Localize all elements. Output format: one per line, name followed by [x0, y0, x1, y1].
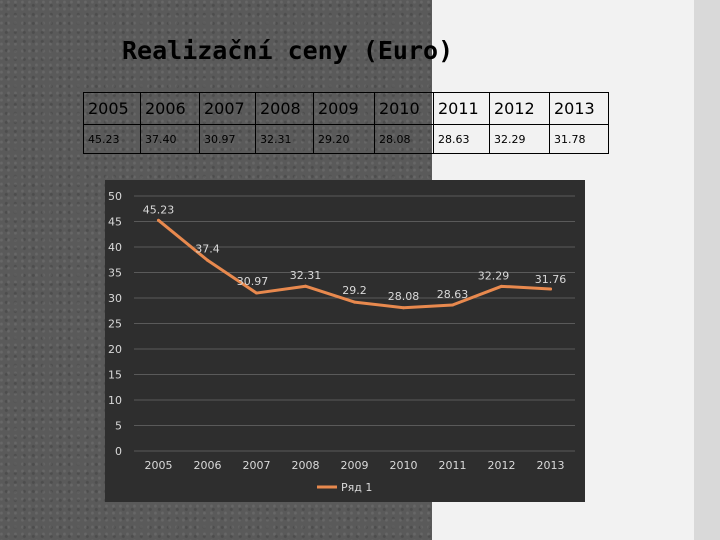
table-cell-price: 45.23	[83, 124, 141, 154]
chart-background	[105, 180, 585, 502]
data-point	[402, 306, 405, 310]
data-label: 31.76	[535, 273, 567, 286]
table-cell-price: 30.97	[199, 124, 256, 154]
y-tick-label: 35	[108, 267, 122, 280]
y-tick-label: 10	[108, 394, 122, 407]
y-tick-label: 5	[115, 420, 122, 433]
data-label: 28.08	[388, 290, 420, 303]
data-point	[255, 291, 258, 295]
y-tick-label: 0	[115, 445, 122, 458]
x-tick-label: 2006	[194, 459, 222, 472]
y-tick-label: 40	[108, 241, 122, 254]
data-point	[206, 258, 209, 262]
y-tick-label: 20	[108, 343, 122, 356]
data-point	[304, 284, 307, 288]
table-cell-year: 2007	[199, 92, 256, 125]
data-label: 32.31	[290, 269, 322, 282]
y-tick-label: 30	[108, 292, 122, 305]
table-row-prices: 45.23 37.40 30.97 32.31 29.20 28.08 28.6…	[83, 124, 609, 154]
data-label: 30.97	[237, 275, 269, 288]
background-edge-stripe	[694, 0, 720, 540]
x-tick-label: 2013	[537, 459, 565, 472]
y-tick-label: 50	[108, 190, 122, 203]
table-cell-year: 2012	[489, 92, 550, 125]
x-tick-label: 2008	[292, 459, 320, 472]
table-cell-year: 2011	[433, 92, 490, 125]
data-point	[500, 284, 503, 288]
table-cell-price: 29.20	[313, 124, 375, 154]
table-cell-year: 2009	[313, 92, 375, 125]
y-tick-label: 25	[108, 318, 122, 331]
table-cell-year: 2008	[255, 92, 314, 125]
x-tick-label: 2010	[390, 459, 418, 472]
data-point	[157, 218, 160, 222]
data-point	[549, 287, 552, 291]
x-tick-label: 2012	[488, 459, 516, 472]
data-label: 28.63	[437, 288, 469, 301]
table-cell-year: 2005	[83, 92, 141, 125]
table-cell-price: 37.40	[140, 124, 200, 154]
table-row-years: 2005 2006 2007 2008 2009 2010 2011 2012 …	[83, 92, 609, 125]
table-cell-price: 31.78	[549, 124, 609, 154]
table-cell-price: 28.08	[374, 124, 434, 154]
data-point	[353, 300, 356, 304]
x-tick-label: 2007	[243, 459, 271, 472]
table-cell-year: 2013	[549, 92, 609, 125]
data-point	[451, 303, 454, 307]
legend-label: Ряд 1	[341, 481, 372, 494]
data-label: 32.29	[478, 269, 510, 282]
table-cell-price: 28.63	[433, 124, 490, 154]
y-tick-label: 15	[108, 369, 122, 382]
data-label: 29.2	[342, 284, 367, 297]
x-tick-label: 2005	[145, 459, 173, 472]
data-label: 45.23	[143, 203, 175, 216]
x-tick-label: 2011	[439, 459, 467, 472]
slide-title: Realizační ceny (Euro)	[122, 36, 454, 65]
data-label: 37.4	[195, 242, 220, 255]
y-tick-label: 45	[108, 216, 122, 229]
x-tick-label: 2009	[341, 459, 369, 472]
price-table: 2005 2006 2007 2008 2009 2010 2011 2012 …	[83, 92, 609, 154]
table-cell-price: 32.29	[489, 124, 550, 154]
